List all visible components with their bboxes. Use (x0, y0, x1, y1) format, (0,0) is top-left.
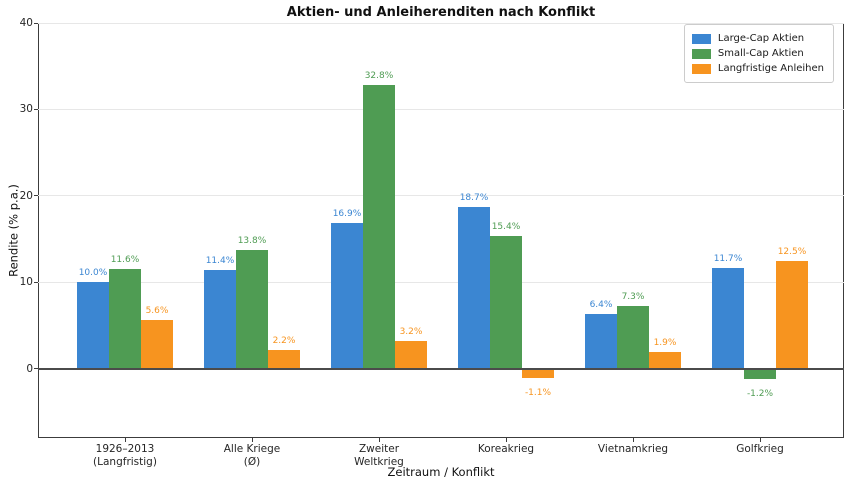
gridline (38, 195, 844, 197)
x-tick-mark (124, 438, 126, 442)
x-tick-label: 1926–2013 (Langfristig) (93, 443, 157, 468)
x-tick-mark (251, 438, 253, 442)
bar-value-label: 32.8% (364, 71, 394, 82)
x-tick-label: Alle Kriege (Ø) (223, 443, 281, 468)
x-tick-label: Zweiter Weltkrieg (354, 443, 404, 468)
legend-item: Large-Cap Aktien (691, 31, 824, 46)
bar (522, 368, 554, 379)
legend-swatch (691, 63, 711, 74)
bar (268, 349, 300, 369)
bar-value-label: 11.7% (713, 253, 743, 264)
bar-value-label: 3.2% (399, 327, 423, 338)
bar (776, 260, 808, 369)
bar (712, 267, 744, 369)
x-tick-mark (378, 438, 380, 442)
legend-swatch (691, 33, 711, 44)
bar-value-label: 12.5% (777, 246, 807, 257)
bar (109, 268, 141, 369)
gridline (38, 22, 844, 24)
y-tick-mark (34, 368, 38, 370)
y-tick-label: 20 (19, 189, 33, 202)
gridline (38, 108, 844, 110)
bar (458, 207, 490, 369)
bar (77, 282, 109, 369)
legend-label: Langfristige Anleihen (717, 62, 824, 74)
bar (395, 341, 427, 369)
x-tick-label: Vietnamkrieg (597, 443, 669, 455)
bar (744, 368, 776, 380)
y-tick-label: 30 (19, 103, 33, 116)
zero-line (38, 367, 844, 370)
bar-value-label: 15.4% (491, 221, 521, 232)
bar-value-label: 1.9% (653, 338, 677, 349)
legend-swatch (691, 48, 711, 59)
bar-value-label: 6.4% (589, 299, 613, 310)
legend-label: Large-Cap Aktien (717, 32, 805, 44)
y-tick-mark (34, 108, 38, 110)
bar (141, 320, 173, 369)
y-tick-mark (34, 195, 38, 197)
bar-value-label: 2.2% (272, 335, 296, 346)
bar-value-label: 10.0% (78, 268, 108, 279)
x-tick-mark (759, 438, 761, 442)
gridline (38, 281, 844, 283)
bar (585, 313, 617, 369)
x-tick-label: Koreakrieg (477, 443, 535, 455)
y-tick-mark (34, 281, 38, 283)
bar-value-label: -1.2% (746, 389, 774, 400)
bar (649, 352, 681, 369)
y-tick-label: 10 (19, 276, 33, 289)
bar-value-label: 7.3% (621, 291, 645, 302)
y-tick-label: 40 (19, 17, 33, 29)
legend-item: Small-Cap Aktien (691, 46, 824, 61)
bar-value-label: 11.4% (205, 256, 235, 267)
bar (363, 85, 395, 369)
bar-value-label: 11.6% (110, 254, 140, 265)
bar (490, 235, 522, 369)
bar (331, 222, 363, 369)
bar (617, 305, 649, 369)
legend-item: Langfristige Anleihen (691, 61, 824, 76)
bar-value-label: 5.6% (145, 306, 169, 317)
chart-title: Aktien- und Anleiherenditen nach Konflik… (286, 5, 596, 20)
bar-value-label: 18.7% (459, 193, 489, 204)
bar (236, 249, 268, 369)
legend: Large-Cap Aktien Small-Cap Aktien Langfris… (683, 24, 834, 83)
bar-value-label: 16.9% (332, 208, 362, 219)
y-tick-label: 0 (26, 362, 33, 375)
x-tick-label: Golfkrieg (736, 443, 784, 455)
x-axis-label: Zeitraum / Konflikt (387, 465, 495, 479)
y-tick-mark (34, 22, 38, 24)
bar-value-label: -1.1% (524, 388, 552, 399)
x-tick-mark (505, 438, 507, 442)
legend-label: Small-Cap Aktien (717, 47, 804, 59)
bar (204, 270, 236, 369)
x-tick-mark (632, 438, 634, 442)
bar-value-label: 13.8% (237, 235, 267, 246)
